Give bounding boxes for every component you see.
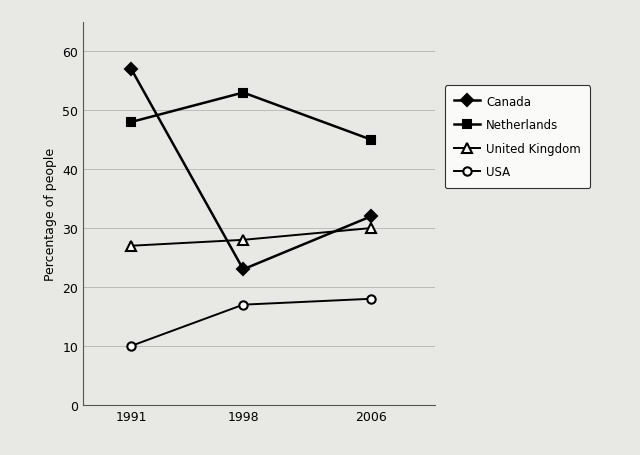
Y-axis label: Percentage of people: Percentage of people	[44, 147, 57, 280]
Line: Netherlands: Netherlands	[127, 89, 376, 145]
United Kingdom	[367, 226, 375, 231]
United Kingdom	[127, 243, 135, 249]
Netherlands	[239, 91, 247, 96]
Netherlands	[127, 120, 135, 126]
Canada	[239, 267, 247, 273]
Line: Canada: Canada	[127, 66, 376, 274]
USA	[127, 344, 135, 349]
Canada	[367, 214, 375, 219]
Canada	[127, 67, 135, 72]
USA	[239, 302, 247, 308]
United Kingdom	[239, 238, 247, 243]
USA	[367, 296, 375, 302]
Netherlands	[367, 137, 375, 143]
Line: United Kingdom: United Kingdom	[126, 224, 376, 251]
Line: USA: USA	[127, 295, 376, 350]
Legend: Canada, Netherlands, United Kingdom, USA: Canada, Netherlands, United Kingdom, USA	[445, 86, 590, 188]
